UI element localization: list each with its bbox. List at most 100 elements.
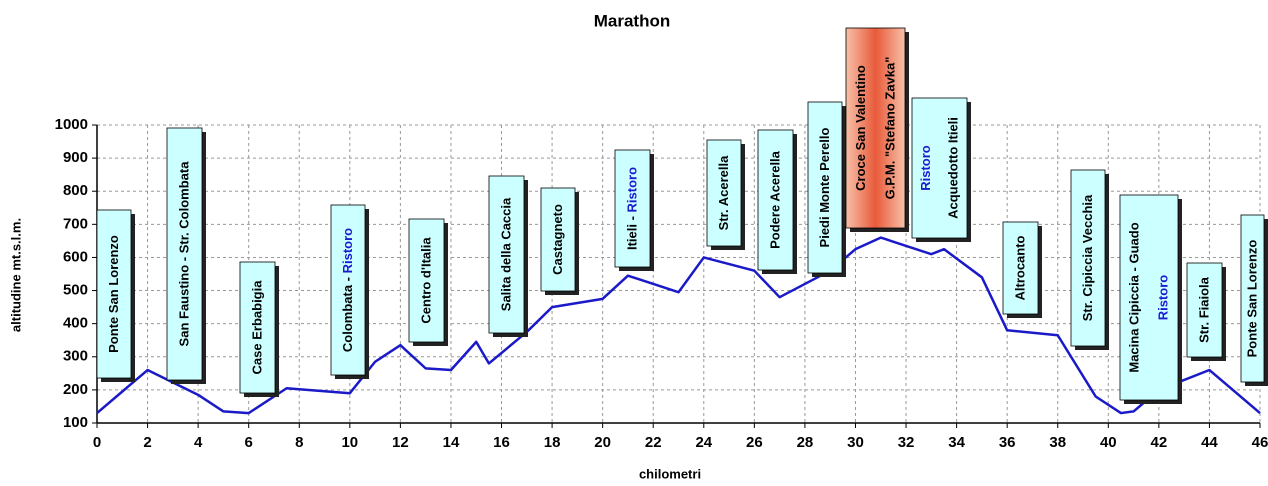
x-tick-label: 12 (392, 434, 409, 451)
annotation-box (488, 175, 525, 334)
annotation-part: G.P.M. "Stefano Zavka" (883, 57, 898, 200)
annotation-part: Case Erbabigia (250, 280, 265, 375)
annotation-part: Str. Acerella (716, 155, 731, 230)
y-tick-label: 200 (63, 381, 88, 398)
annotation-box (614, 149, 651, 268)
annotation-part: Croce San Valentino (853, 65, 868, 191)
annotation: Podere Acerella (757, 129, 797, 274)
annotation: Itieli - Ristoro (614, 149, 654, 271)
annotation-text: Case Erbabigia (250, 280, 265, 375)
annotation-box (166, 127, 203, 381)
annotation-part: Acquedotto Itieli (946, 117, 961, 219)
annotation-box (1240, 214, 1265, 383)
annotation-text: Ristoro (1156, 275, 1171, 321)
annotation-part: Centro d'Italia (419, 237, 434, 324)
annotation-part: Str. Fiaiola (1197, 276, 1212, 343)
annotation: Ristoro Acquedotto Itieli (911, 97, 971, 242)
y-tick-label: 100 (63, 414, 88, 431)
x-tick-label: 28 (797, 434, 814, 451)
annotation: Str. Acerella (706, 139, 745, 250)
annotation: Colombata - Ristoro (330, 204, 369, 379)
annotation: Macina Cipiccia - Guado Ristoro (1119, 194, 1182, 404)
annotation-box (1070, 169, 1106, 347)
annotation: Centro d'Italia (408, 218, 448, 346)
x-tick-label: 8 (295, 434, 303, 451)
annotation-part: Altrocanto (1013, 235, 1028, 300)
x-tick-label: 6 (245, 434, 253, 451)
annotation-box (540, 187, 576, 292)
annotation-part: Ristoro (918, 145, 933, 191)
annotation-box (1119, 194, 1179, 401)
annotation-part: Colombata - (340, 273, 355, 352)
annotation: Ponte San Lorenzo (96, 209, 135, 382)
x-tick-label: 18 (544, 434, 561, 451)
y-tick-label: 900 (63, 149, 88, 166)
annotation-box (911, 97, 968, 239)
annotation-part: Salita della Caccia (499, 197, 514, 311)
x-tick-label: 26 (746, 434, 763, 451)
annotation-box (330, 204, 366, 376)
annotation-text: Ponte San Lorenzo (1245, 240, 1260, 358)
annotation: Piedi Monte Perello (807, 101, 846, 277)
annotation-part: Ristoro (1156, 275, 1171, 321)
annotation: Case Erbabigia (239, 261, 279, 397)
annotation-text: Altrocanto (1013, 235, 1028, 300)
x-axis-label: chilometri (639, 466, 701, 481)
annotation-part: Podere Acerella (768, 150, 783, 249)
annotation-part: Ristoro (625, 167, 640, 213)
annotation-part: Ristoro (340, 228, 355, 274)
x-tick-label: 20 (594, 434, 611, 451)
x-tick-label: 16 (493, 434, 510, 451)
annotation-text: Macina Cipiccia - Guado (1127, 222, 1142, 372)
annotation: Ponte San Lorenzo (1240, 214, 1268, 386)
x-tick-label: 24 (695, 434, 712, 451)
y-tick-label: 800 (63, 182, 88, 199)
x-tick-label: 42 (1151, 434, 1168, 451)
annotation-part: Castagneto (550, 204, 565, 275)
annotation-text: Str. Fiaiola (1197, 276, 1212, 343)
annotation-box (845, 27, 906, 229)
annotation-text: Piedi Monte Perello (817, 127, 832, 247)
x-tick-label: 22 (645, 434, 662, 451)
x-tick-label: 30 (847, 434, 864, 451)
annotation-text: Str. Acerella (716, 155, 731, 230)
annotation-text: Podere Acerella (768, 150, 783, 249)
y-tick-label: 1000 (55, 116, 88, 133)
x-tick-label: 40 (1100, 434, 1117, 451)
annotation: San Faustino - Str. Colombata (166, 127, 206, 384)
annotation-box (408, 218, 445, 343)
x-tick-label: 44 (1201, 434, 1218, 451)
annotation: Altrocanto (1002, 221, 1042, 318)
annotation-box (96, 209, 132, 379)
annotation-text: Ponte San Lorenzo (106, 235, 121, 353)
annotation-text: G.P.M. "Stefano Zavka" (883, 57, 898, 200)
annotation: Castagneto (540, 187, 579, 295)
x-tick-label: 34 (948, 434, 965, 451)
annotation: Croce San Valentino G.P.M. "Stefano Zavka… (845, 27, 909, 232)
annotation-text: San Faustino - Str. Colombata (177, 161, 192, 347)
annotation-box (807, 101, 843, 274)
annotation: Salita della Caccia (488, 175, 528, 337)
y-axis-label: altitudine mt.s.l.m. (8, 218, 23, 332)
annotation-text: Centro d'Italia (419, 237, 434, 324)
annotation-text: Ristoro (918, 145, 933, 191)
annotation-box (239, 261, 276, 394)
x-tick-label: 36 (999, 434, 1016, 451)
annotation: Str. Fiaiola (1186, 262, 1226, 361)
annotation-part: Macina Cipiccia - Guado (1127, 222, 1142, 372)
elevation-line (96, 236, 1261, 415)
annotation-box (706, 139, 742, 247)
y-tick-label: 300 (63, 348, 88, 365)
y-tick-label: 700 (63, 215, 88, 232)
annotation-part: Ponte San Lorenzo (106, 235, 121, 353)
annotation-part: Itieli - (625, 212, 640, 250)
x-tick-label: 46 (1252, 434, 1268, 451)
x-tick-label: 14 (443, 434, 460, 451)
annotation-box (757, 129, 794, 271)
annotation-part: Piedi Monte Perello (817, 127, 832, 247)
annotation-text: Croce San Valentino (853, 65, 868, 191)
annotation-text: Itieli - Ristoro (625, 167, 640, 250)
annotation: Str. Cipiccia Vecchia (1070, 169, 1109, 350)
y-tick-label: 400 (63, 315, 88, 332)
